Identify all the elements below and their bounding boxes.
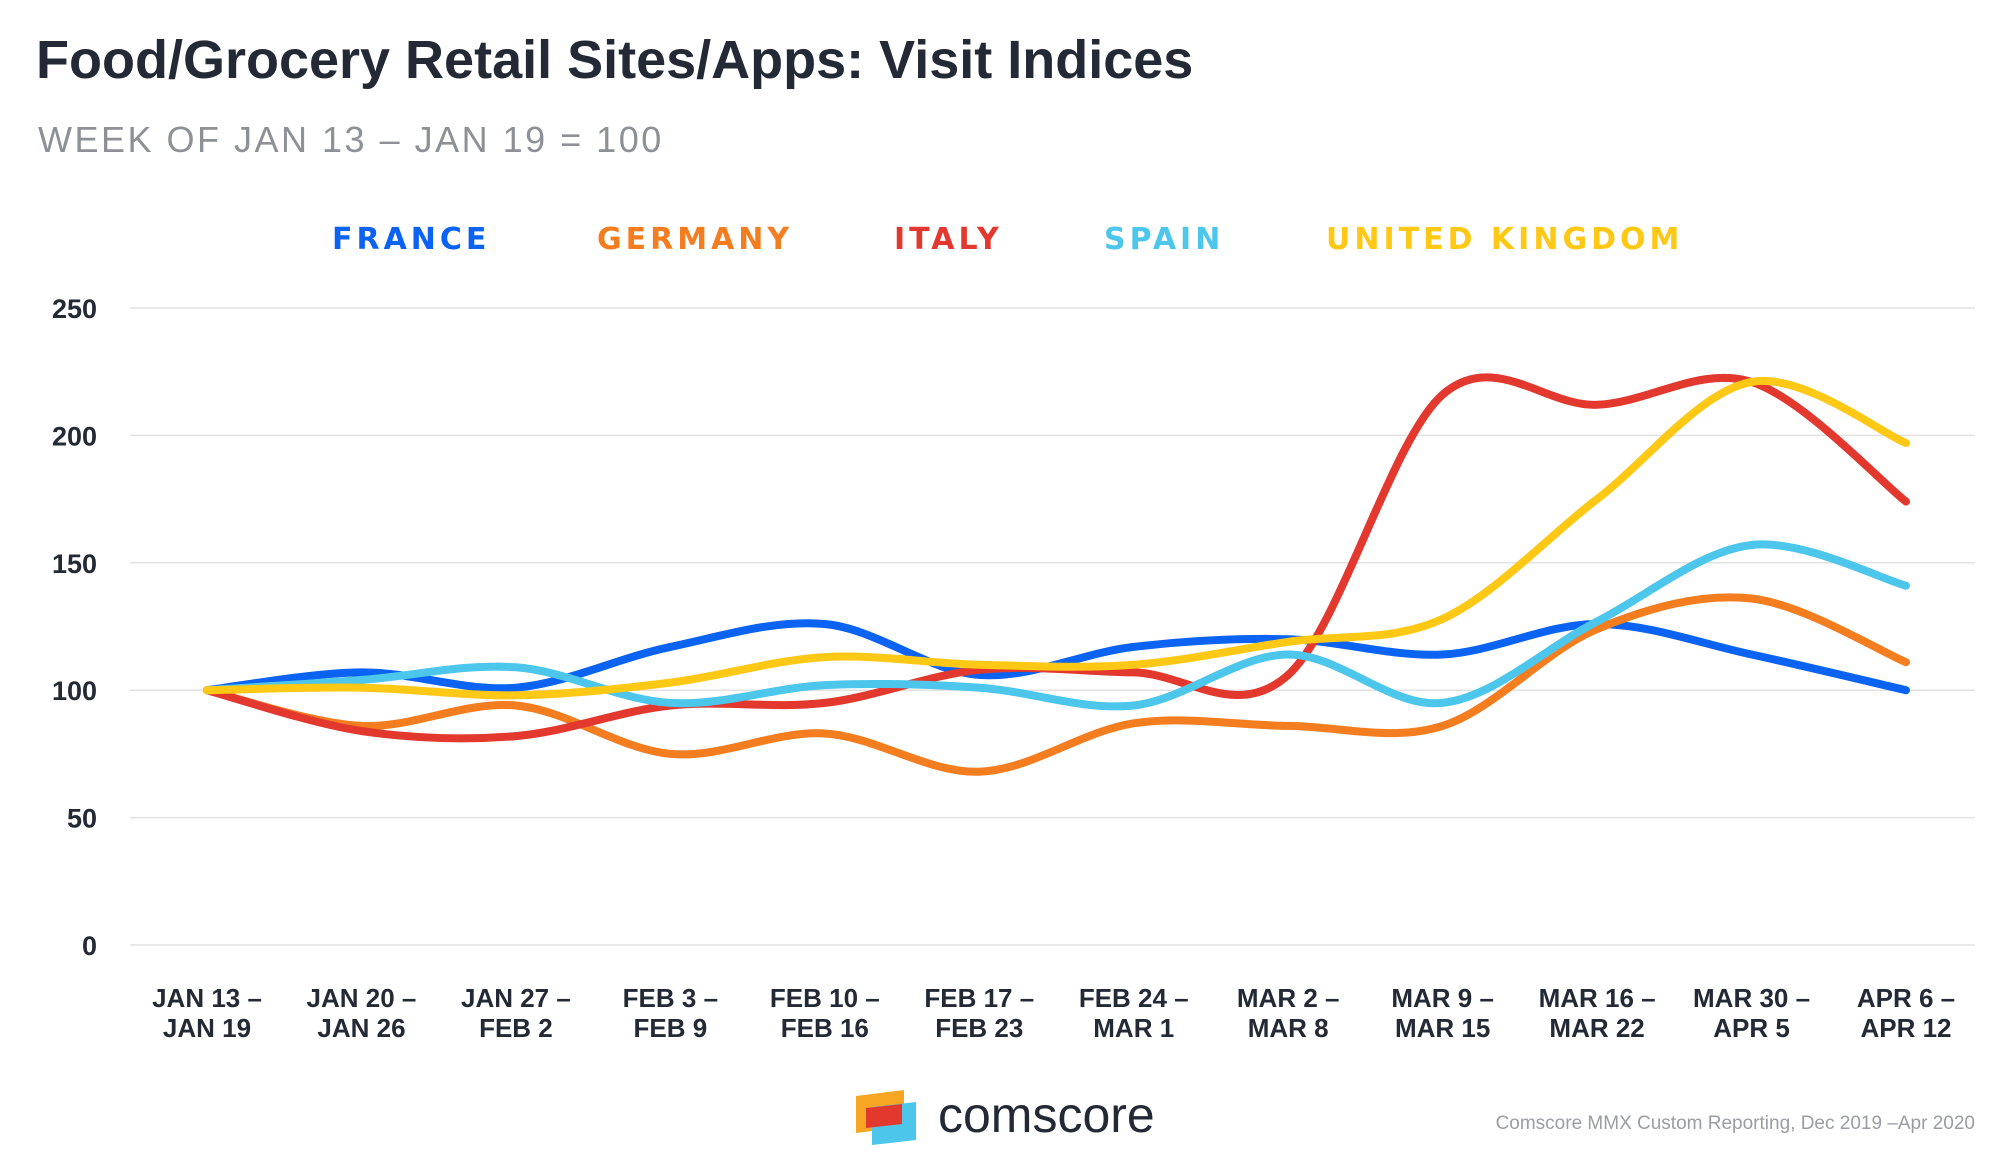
x-tick-label-line: FEB 9 bbox=[634, 1013, 708, 1043]
x-tick-label-line: MAR 8 bbox=[1248, 1013, 1329, 1043]
y-axis-ticks: 0 50 100 150 200 250 bbox=[52, 294, 97, 961]
chart-subtitle: WEEK OF JAN 13 – JAN 19 = 100 bbox=[38, 119, 664, 160]
x-tick-label-line: FEB 3 – bbox=[623, 983, 718, 1013]
x-tick-label-line: JAN 27 – bbox=[461, 983, 571, 1013]
y-tick-label: 100 bbox=[52, 676, 97, 706]
x-tick-label-line: APR 6 – bbox=[1857, 983, 1955, 1013]
y-tick-label: 150 bbox=[52, 549, 97, 579]
x-tick-label-line: MAR 22 bbox=[1549, 1013, 1644, 1043]
x-tick-label: FEB 10 –FEB 16 bbox=[770, 983, 880, 1043]
x-tick-label-line: JAN 19 bbox=[163, 1013, 251, 1043]
x-tick-label-line: FEB 24 – bbox=[1079, 983, 1189, 1013]
y-tick-label: 0 bbox=[82, 931, 97, 961]
x-tick-label-line: MAR 16 – bbox=[1539, 983, 1656, 1013]
legend-item-italy: ITALY bbox=[894, 222, 1003, 257]
series-line-france bbox=[203, 619, 1910, 695]
x-tick-label-line: APR 12 bbox=[1860, 1013, 1951, 1043]
series-line-italy bbox=[203, 373, 1910, 743]
series-line-germany bbox=[203, 593, 1910, 776]
y-tick-label: 50 bbox=[67, 804, 97, 834]
source-note: Comscore MMX Custom Reporting, Dec 2019 … bbox=[1496, 1113, 1975, 1134]
x-tick-label-line: FEB 17 – bbox=[924, 983, 1034, 1013]
x-tick-label: APR 6 –APR 12 bbox=[1857, 983, 1955, 1043]
x-tick-label: FEB 17 –FEB 23 bbox=[924, 983, 1034, 1043]
y-tick-label: 200 bbox=[52, 421, 97, 451]
comscore-logo-icon bbox=[856, 1090, 916, 1145]
y-tick-label: 250 bbox=[52, 294, 97, 324]
x-tick-label-line: JAN 13 – bbox=[152, 983, 262, 1013]
x-tick-label: FEB 3 –FEB 9 bbox=[623, 983, 718, 1043]
series-line-spain bbox=[203, 540, 1910, 711]
x-tick-label-line: JAN 20 – bbox=[307, 983, 417, 1013]
series-line-united-kingdom bbox=[203, 376, 1910, 700]
x-tick-label-line: FEB 23 bbox=[935, 1013, 1023, 1043]
x-tick-label: MAR 16 –MAR 22 bbox=[1539, 983, 1656, 1043]
x-tick-label: MAR 30 –APR 5 bbox=[1693, 983, 1810, 1043]
x-tick-label: JAN 20 –JAN 26 bbox=[307, 983, 417, 1043]
x-tick-label-line: APR 5 bbox=[1713, 1013, 1790, 1043]
x-tick-label-line: MAR 30 – bbox=[1693, 983, 1810, 1013]
x-tick-label-line: FEB 2 bbox=[479, 1013, 553, 1043]
chart-title: Food/Grocery Retail Sites/Apps: Visit In… bbox=[36, 30, 1193, 90]
x-tick-label-line: JAN 26 bbox=[317, 1013, 405, 1043]
x-tick-label: JAN 13 –JAN 19 bbox=[152, 983, 262, 1043]
x-tick-label: MAR 2 –MAR 8 bbox=[1237, 983, 1340, 1043]
x-tick-label: JAN 27 –FEB 2 bbox=[461, 983, 571, 1043]
legend-item-spain: SPAIN bbox=[1104, 222, 1224, 257]
x-tick-label-line: MAR 9 – bbox=[1391, 983, 1494, 1013]
x-tick-label: MAR 9 –MAR 15 bbox=[1391, 983, 1494, 1043]
gridlines bbox=[130, 307, 1975, 946]
legend-item-germany: GERMANY bbox=[597, 222, 793, 257]
x-tick-label-line: MAR 1 bbox=[1093, 1013, 1174, 1043]
legend-item-france: FRANCE bbox=[332, 222, 490, 257]
x-tick-label-line: MAR 15 bbox=[1395, 1013, 1490, 1043]
x-tick-label-line: MAR 2 – bbox=[1237, 983, 1340, 1013]
comscore-logo-text: comscore bbox=[938, 1087, 1155, 1143]
series-lines bbox=[203, 373, 1910, 776]
comscore-logo: comscore bbox=[856, 1087, 1155, 1145]
legend-item-united-kingdom: UNITED KINGDOM bbox=[1326, 222, 1683, 257]
x-tick-label: FEB 24 –MAR 1 bbox=[1079, 983, 1189, 1043]
x-tick-label-line: FEB 10 – bbox=[770, 983, 880, 1013]
x-tick-label-line: FEB 16 bbox=[781, 1013, 869, 1043]
legend: FRANCE GERMANY ITALY SPAIN UNITED KINGDOM bbox=[332, 222, 1683, 257]
